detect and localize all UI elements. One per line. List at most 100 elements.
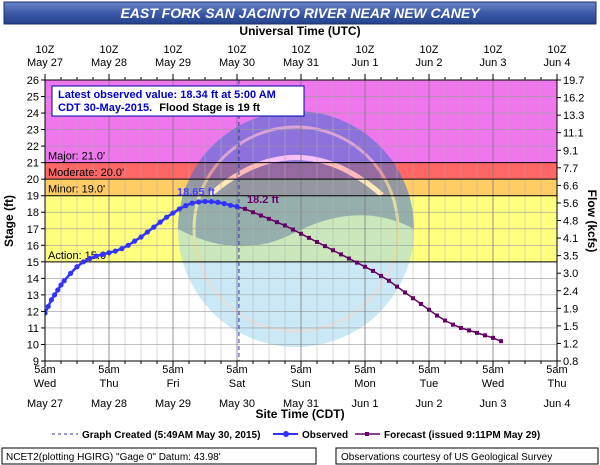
forecast-point bbox=[475, 330, 479, 335]
observed-point bbox=[93, 253, 99, 259]
info-box-line1: Latest observed value: 18.34 ft at 5:00 … bbox=[58, 89, 276, 101]
y2-axis-title: Flow (kcfs) bbox=[585, 190, 599, 253]
info-box-flood-stage: Flood Stage is 19 ft bbox=[159, 102, 260, 114]
top-tick-date: May 29 bbox=[155, 57, 191, 69]
left-tick-label: 16 bbox=[27, 240, 39, 252]
forecast-point bbox=[339, 252, 343, 257]
forecast-point bbox=[499, 339, 503, 344]
bottom-tick-date: May 28 bbox=[91, 398, 127, 410]
legend-forecast-marker bbox=[365, 432, 369, 436]
forecast-point bbox=[307, 235, 311, 240]
right-tick-label: 1.5 bbox=[563, 321, 578, 333]
bottom-tick-day: Wed bbox=[34, 378, 56, 390]
info-box-date: CDT 30-May-2015. bbox=[58, 102, 152, 114]
observed-point bbox=[176, 206, 182, 212]
observed-point bbox=[48, 297, 55, 303]
bottom-tick-date: Jun 2 bbox=[416, 398, 443, 410]
info-box-line2: CDT 30-May-2015. Flood Stage is 19 ft bbox=[58, 102, 260, 114]
observed-point bbox=[170, 210, 176, 216]
bottom-tick-date: May 31 bbox=[283, 398, 319, 410]
legend-created-label: Graph Created (5:49AM May 30, 2015) bbox=[82, 430, 260, 441]
bottom-tick-day: Thu bbox=[100, 378, 119, 390]
observed-point bbox=[61, 278, 67, 284]
right-tick-label: 1.9 bbox=[563, 303, 578, 315]
left-tick-label: 21 bbox=[27, 158, 39, 170]
left-tick-label: 9 bbox=[33, 356, 39, 368]
left-tick-label: 24 bbox=[27, 108, 39, 120]
forecast-point bbox=[435, 313, 439, 318]
y-axis-title: Stage (ft) bbox=[2, 195, 16, 247]
right-tick-label: 3.5 bbox=[563, 251, 578, 263]
right-tick-label: 6.6 bbox=[563, 180, 578, 192]
forecast-point bbox=[363, 264, 367, 269]
top-tick-date: May 31 bbox=[283, 57, 319, 69]
observed-series bbox=[45, 198, 240, 316]
top-tick-date: Jun 2 bbox=[416, 57, 443, 69]
observed-point bbox=[132, 238, 138, 244]
top-tick-date: Jun 1 bbox=[352, 57, 379, 69]
observed-point bbox=[215, 199, 221, 205]
bottom-tick-time: 5am bbox=[34, 364, 55, 376]
right-axis: 0.8 1.2 1.5 1.9 2.4 3.0 3.5 4.1 4.8 5.6 6.6 7.7 9.1 1… bbox=[557, 75, 584, 368]
footer-right-box bbox=[335, 447, 599, 465]
plot-area: Action: 15.0' Minor: 19.0' Moderate: 20.0'… bbox=[45, 80, 557, 361]
left-tick-label: 14 bbox=[27, 273, 39, 285]
left-tick-label: 19 bbox=[27, 191, 39, 203]
observed-peak-label: 18.65 ft bbox=[177, 186, 215, 198]
right-tick-label: 5.6 bbox=[563, 198, 578, 210]
left-tick-label: 17 bbox=[27, 224, 39, 236]
bottom-tick-date: Jun 4 bbox=[544, 398, 571, 410]
forecast-point bbox=[459, 325, 463, 330]
forecast-point bbox=[443, 318, 447, 323]
bottom-tick-time: 5am bbox=[482, 364, 503, 376]
left-axis: 9 10 11 12 13 14 15 16 17 18 19 20 21 22 23 24 25 26 bbox=[27, 75, 45, 368]
flood-label-action: Action: 15.0' bbox=[48, 250, 108, 262]
bottom-tick-day: Mon bbox=[354, 378, 375, 390]
grid-lines bbox=[45, 80, 557, 361]
right-tick-label: 19.7 bbox=[563, 75, 584, 87]
bottom-tick-day: Fri bbox=[167, 378, 180, 390]
top-tick-time: 10Z bbox=[548, 44, 567, 56]
bottom-tick-day: Thu bbox=[548, 378, 567, 390]
bottom-tick-time: 5am bbox=[546, 364, 567, 376]
flood-label-moderate: Moderate: 20.0' bbox=[48, 167, 124, 179]
forecast-point bbox=[483, 333, 487, 338]
forecast-point bbox=[395, 284, 399, 289]
forecast-point bbox=[299, 231, 303, 236]
flood-band-labels: Action: 15.0' Minor: 19.0' Moderate: 20.0'… bbox=[45, 151, 557, 263]
bottom-tick-date: May 30 bbox=[219, 398, 255, 410]
observed-point bbox=[100, 251, 106, 257]
forecast-point bbox=[267, 216, 271, 221]
footer-credit: Observations courtesy of US Geological S… bbox=[341, 452, 552, 463]
forecast-series bbox=[235, 204, 503, 344]
left-tick-label: 22 bbox=[27, 141, 39, 153]
forecast-point bbox=[355, 260, 359, 265]
bottom-tick-date: Jun 1 bbox=[352, 398, 379, 410]
left-tick-label: 10 bbox=[27, 339, 39, 351]
observed-point bbox=[234, 204, 240, 210]
left-tick-label: 23 bbox=[27, 125, 39, 137]
forecast-point bbox=[259, 213, 263, 218]
top-tick-date: May 28 bbox=[91, 57, 127, 69]
top-tick-time: 10Z bbox=[36, 44, 55, 56]
observed-point bbox=[208, 199, 214, 205]
top-tick-date: Jun 4 bbox=[544, 57, 571, 69]
top-tick-date: May 30 bbox=[219, 57, 255, 69]
right-tick-label: 11.1 bbox=[563, 128, 584, 140]
left-tick-label: 11 bbox=[28, 323, 39, 335]
observed-point bbox=[144, 229, 150, 235]
bottom-tick-time: 5am bbox=[226, 364, 247, 376]
forecast-line bbox=[236, 205, 502, 342]
left-tick-label: 18 bbox=[27, 207, 39, 219]
observed-point bbox=[119, 246, 125, 252]
bottom-tick-time: 5am bbox=[354, 364, 375, 376]
observed-point bbox=[45, 310, 48, 316]
forecast-peak-label: 18.2 ft bbox=[247, 194, 279, 206]
forecast-point bbox=[467, 328, 471, 333]
footer: NCET2(plotting HGIRG) "Gage 0" Datum: 43… bbox=[1, 447, 599, 465]
right-tick-label: 0.8 bbox=[563, 356, 578, 368]
x-axis-title: Site Time (CDT) bbox=[255, 407, 344, 421]
observed-point bbox=[221, 201, 227, 207]
top-tick-time: 10Z bbox=[292, 44, 311, 56]
